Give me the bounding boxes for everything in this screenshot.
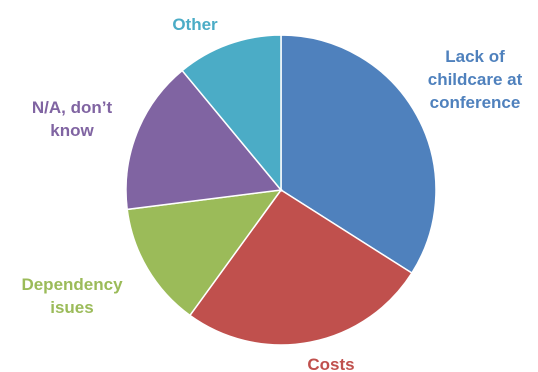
pie-slice-dependency-isues bbox=[126, 189, 283, 317]
pie-slice-n-a-don-t-know bbox=[125, 69, 283, 211]
pie-label-line: Dependency bbox=[21, 275, 123, 294]
pie-label-n-a-don-t-know: N/A, don’t know bbox=[32, 98, 113, 140]
pie-label-line: Other bbox=[172, 15, 218, 34]
pie-label-line: Costs bbox=[307, 355, 354, 372]
pie-label-line: N/A, don’t bbox=[32, 98, 113, 117]
pie-label-other: Other bbox=[172, 15, 218, 34]
pie-slice-lack-of-childcare-at-conference bbox=[280, 34, 437, 275]
pie-slice-costs bbox=[188, 188, 413, 346]
pie-label-dependency-isues: Dependency isues bbox=[21, 275, 123, 317]
pie-slices bbox=[125, 34, 437, 346]
pie-label-line: childcare at bbox=[428, 70, 523, 89]
pie-label-line: know bbox=[50, 121, 94, 140]
pie-labels: Lack of childcare at conference Costs Depend… bbox=[21, 15, 522, 372]
pie-label-line: conference bbox=[430, 93, 521, 112]
pie-label-costs: Costs bbox=[307, 355, 354, 372]
pie-label-line: Lack of bbox=[445, 47, 505, 66]
pie-label-line: isues bbox=[50, 298, 93, 317]
pie-slice-other bbox=[181, 34, 282, 193]
pie-label-lack-of-childcare-at-conference: Lack of childcare at conference bbox=[428, 47, 523, 112]
